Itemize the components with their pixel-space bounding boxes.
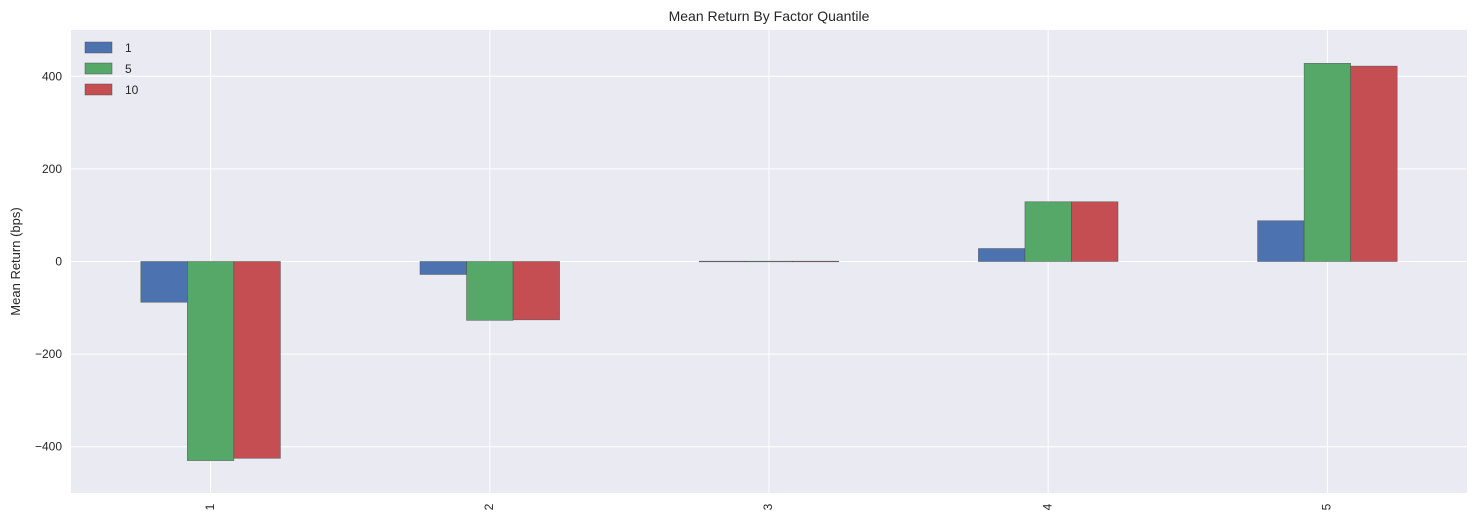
y-tick-label: −400 xyxy=(35,440,62,454)
bars xyxy=(140,63,1398,461)
y-tick-label: 200 xyxy=(42,162,62,176)
y-tick-label: −200 xyxy=(35,347,62,361)
bar-series-10-quantile-3 xyxy=(791,260,840,263)
y-axis-label: Mean Return (bps) xyxy=(8,207,23,315)
bar-series-1-quantile-5 xyxy=(1257,220,1305,262)
bar-series-5-quantile-2 xyxy=(466,261,514,321)
x-tick-label: 5 xyxy=(1320,503,1334,510)
bar-series-5-quantile-1 xyxy=(187,261,235,461)
bar-series-5-quantile-4 xyxy=(1024,201,1072,262)
bar-series-10-quantile-2 xyxy=(512,261,560,321)
chart-title: Mean Return By Factor Quantile xyxy=(669,8,870,24)
y-tick-label: 0 xyxy=(55,255,62,269)
legend-swatch-10 xyxy=(84,83,113,96)
bar-series-5-quantile-5 xyxy=(1303,63,1351,262)
bar-series-1-quantile-3 xyxy=(698,260,747,263)
bar-series-5-quantile-3 xyxy=(745,260,793,263)
bar-series-10-quantile-5 xyxy=(1350,65,1398,262)
x-tick-label: 1 xyxy=(203,503,217,510)
bar-series-10-quantile-4 xyxy=(1071,201,1119,262)
bar-series-10-quantile-1 xyxy=(233,261,281,459)
legend-label-10: 10 xyxy=(125,83,139,97)
legend-label-5: 5 xyxy=(125,62,132,76)
x-tick-label: 2 xyxy=(482,503,496,510)
legend-label-1: 1 xyxy=(125,41,132,55)
y-tick-label: 400 xyxy=(42,69,62,83)
legend-swatch-1 xyxy=(84,41,113,54)
bar-series-1-quantile-2 xyxy=(419,261,467,275)
legend-swatch-5 xyxy=(84,62,113,75)
bar-series-1-quantile-1 xyxy=(140,261,188,303)
bar-series-1-quantile-4 xyxy=(978,248,1026,262)
tick-labels: −400 −200 0 200 400 1 2 3 4 5 xyxy=(35,69,1334,510)
x-tick-label: 4 xyxy=(1040,503,1054,510)
x-tick-label: 3 xyxy=(761,503,775,510)
